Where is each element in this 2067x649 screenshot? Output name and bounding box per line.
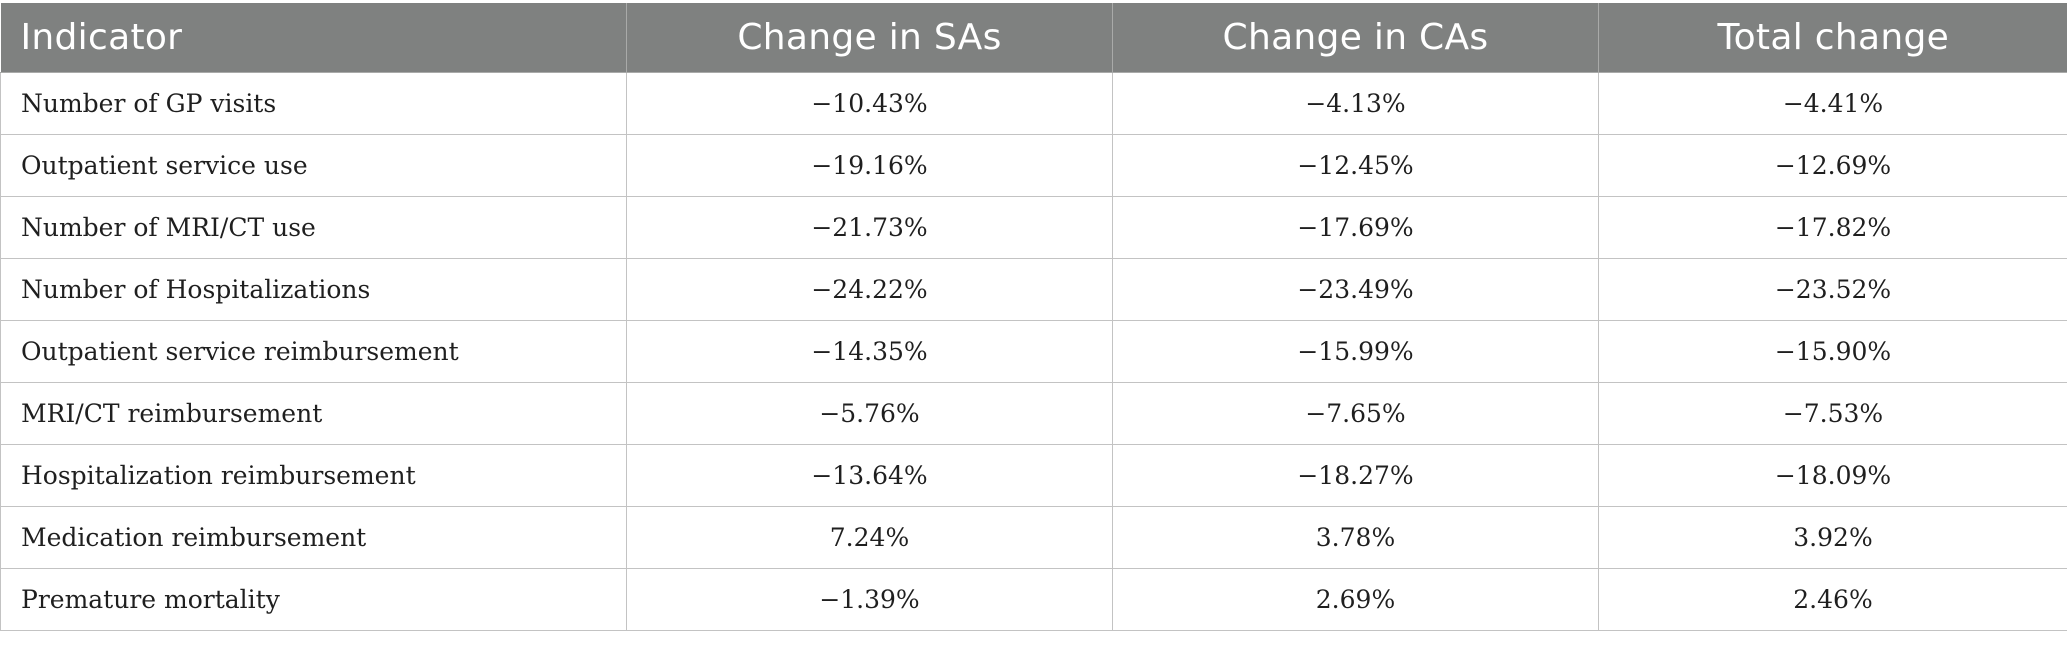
header-change-in-sas: Change in SAs [626, 3, 1113, 73]
header-row: Indicator Change in SAs Change in CAs To… [0, 3, 2067, 73]
change-sas-cell: −19.16% [626, 134, 1113, 197]
table-row: Medication reimbursement 7.24% 3.78% 3.9… [0, 506, 2067, 569]
change-sas-cell: 7.24% [626, 506, 1113, 569]
indicator-cell: Number of GP visits [0, 72, 627, 135]
change-sas-cell: −5.76% [626, 382, 1113, 445]
change-cas-cell: 3.78% [1112, 506, 1599, 569]
header-indicator: Indicator [0, 3, 627, 73]
change-cas-cell: −12.45% [1112, 134, 1599, 197]
change-cas-cell: −18.27% [1112, 444, 1599, 507]
change-sas-cell: −10.43% [626, 72, 1113, 135]
header-total-change: Total change [1598, 3, 2067, 73]
change-cas-cell: −23.49% [1112, 258, 1599, 321]
total-change-cell: −17.82% [1598, 196, 2067, 259]
header-change-in-cas: Change in CAs [1112, 3, 1599, 73]
table-row: Hospitalization reimbursement −13.64% −1… [0, 444, 2067, 507]
change-cas-cell: −4.13% [1112, 72, 1599, 135]
indicator-cell: Outpatient service reimbursement [0, 320, 627, 383]
change-sas-cell: −13.64% [626, 444, 1113, 507]
table-row: Number of MRI/CT use −21.73% −17.69% −17… [0, 196, 2067, 259]
indicator-cell: Premature mortality [0, 568, 627, 631]
change-cas-cell: −17.69% [1112, 196, 1599, 259]
indicator-cell: Medication reimbursement [0, 506, 627, 569]
total-change-cell: −7.53% [1598, 382, 2067, 445]
table-row: Outpatient service reimbursement −14.35%… [0, 320, 2067, 383]
results-table: Indicator Change in SAs Change in CAs To… [0, 3, 2067, 631]
total-change-cell: −18.09% [1598, 444, 2067, 507]
table-header: Indicator Change in SAs Change in CAs To… [0, 3, 2067, 73]
change-sas-cell: −21.73% [626, 196, 1113, 259]
table-row: Number of GP visits −10.43% −4.13% −4.41… [0, 72, 2067, 135]
indicator-cell: Hospitalization reimbursement [0, 444, 627, 507]
table-row: Number of Hospitalizations −24.22% −23.4… [0, 258, 2067, 321]
indicator-cell: Outpatient service use [0, 134, 627, 197]
change-cas-cell: 2.69% [1112, 568, 1599, 631]
total-change-cell: 3.92% [1598, 506, 2067, 569]
total-change-cell: 2.46% [1598, 568, 2067, 631]
table-body: Number of GP visits −10.43% −4.13% −4.41… [0, 72, 2067, 631]
results-table-container: Indicator Change in SAs Change in CAs To… [0, 3, 2067, 631]
indicator-cell: Number of Hospitalizations [0, 258, 627, 321]
change-cas-cell: −15.99% [1112, 320, 1599, 383]
change-sas-cell: −24.22% [626, 258, 1113, 321]
total-change-cell: −12.69% [1598, 134, 2067, 197]
change-sas-cell: −14.35% [626, 320, 1113, 383]
table-row: Premature mortality −1.39% 2.69% 2.46% [0, 568, 2067, 631]
indicator-cell: Number of MRI/CT use [0, 196, 627, 259]
change-sas-cell: −1.39% [626, 568, 1113, 631]
table-row: Outpatient service use −19.16% −12.45% −… [0, 134, 2067, 197]
indicator-cell: MRI/CT reimbursement [0, 382, 627, 445]
total-change-cell: −4.41% [1598, 72, 2067, 135]
table-row: MRI/CT reimbursement −5.76% −7.65% −7.53… [0, 382, 2067, 445]
total-change-cell: −23.52% [1598, 258, 2067, 321]
change-cas-cell: −7.65% [1112, 382, 1599, 445]
total-change-cell: −15.90% [1598, 320, 2067, 383]
